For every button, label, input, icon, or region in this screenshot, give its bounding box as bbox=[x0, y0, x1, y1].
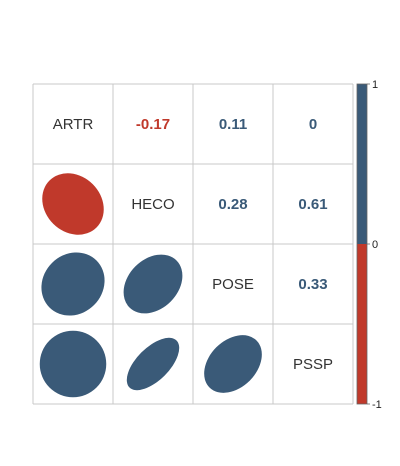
correlation-ellipse bbox=[28, 239, 117, 328]
correlation-coefficient-label: 0.61 bbox=[298, 196, 327, 213]
correlation-cells: ARTR -0.17 0.11 0 HECO 0.28 0.61 POSE 0.33 PSSP bbox=[26, 116, 333, 411]
variable-name-label: ARTR bbox=[53, 116, 94, 133]
colorbar-tick-label: 0 bbox=[372, 239, 378, 251]
correlation-ellipse bbox=[26, 317, 120, 411]
variable-name-label: PSSP bbox=[293, 356, 333, 373]
colorbar: 1 0 -1 bbox=[357, 79, 382, 411]
colorbar-positive-segment bbox=[357, 84, 367, 244]
correlation-coefficient-label: -0.17 bbox=[136, 116, 170, 133]
variable-name-label: HECO bbox=[131, 196, 174, 213]
correlation-ellipse bbox=[193, 324, 273, 404]
correlation-coefficient-label: 0 bbox=[309, 116, 317, 133]
colorbar-negative-segment bbox=[357, 244, 367, 404]
correlation-coefficient-label: 0.28 bbox=[218, 196, 247, 213]
colorbar-tick-label: -1 bbox=[372, 399, 382, 411]
correlation-ellipse bbox=[30, 161, 117, 248]
correlation-coefficient-label: 0.11 bbox=[219, 116, 247, 133]
correlation-coefficient-label: 0.33 bbox=[298, 276, 327, 293]
colorbar-tick-label: 1 bbox=[372, 79, 378, 91]
correlation-ellipse bbox=[112, 243, 194, 325]
variable-name-label: POSE bbox=[212, 276, 254, 293]
correlation-ellipse bbox=[118, 329, 188, 399]
